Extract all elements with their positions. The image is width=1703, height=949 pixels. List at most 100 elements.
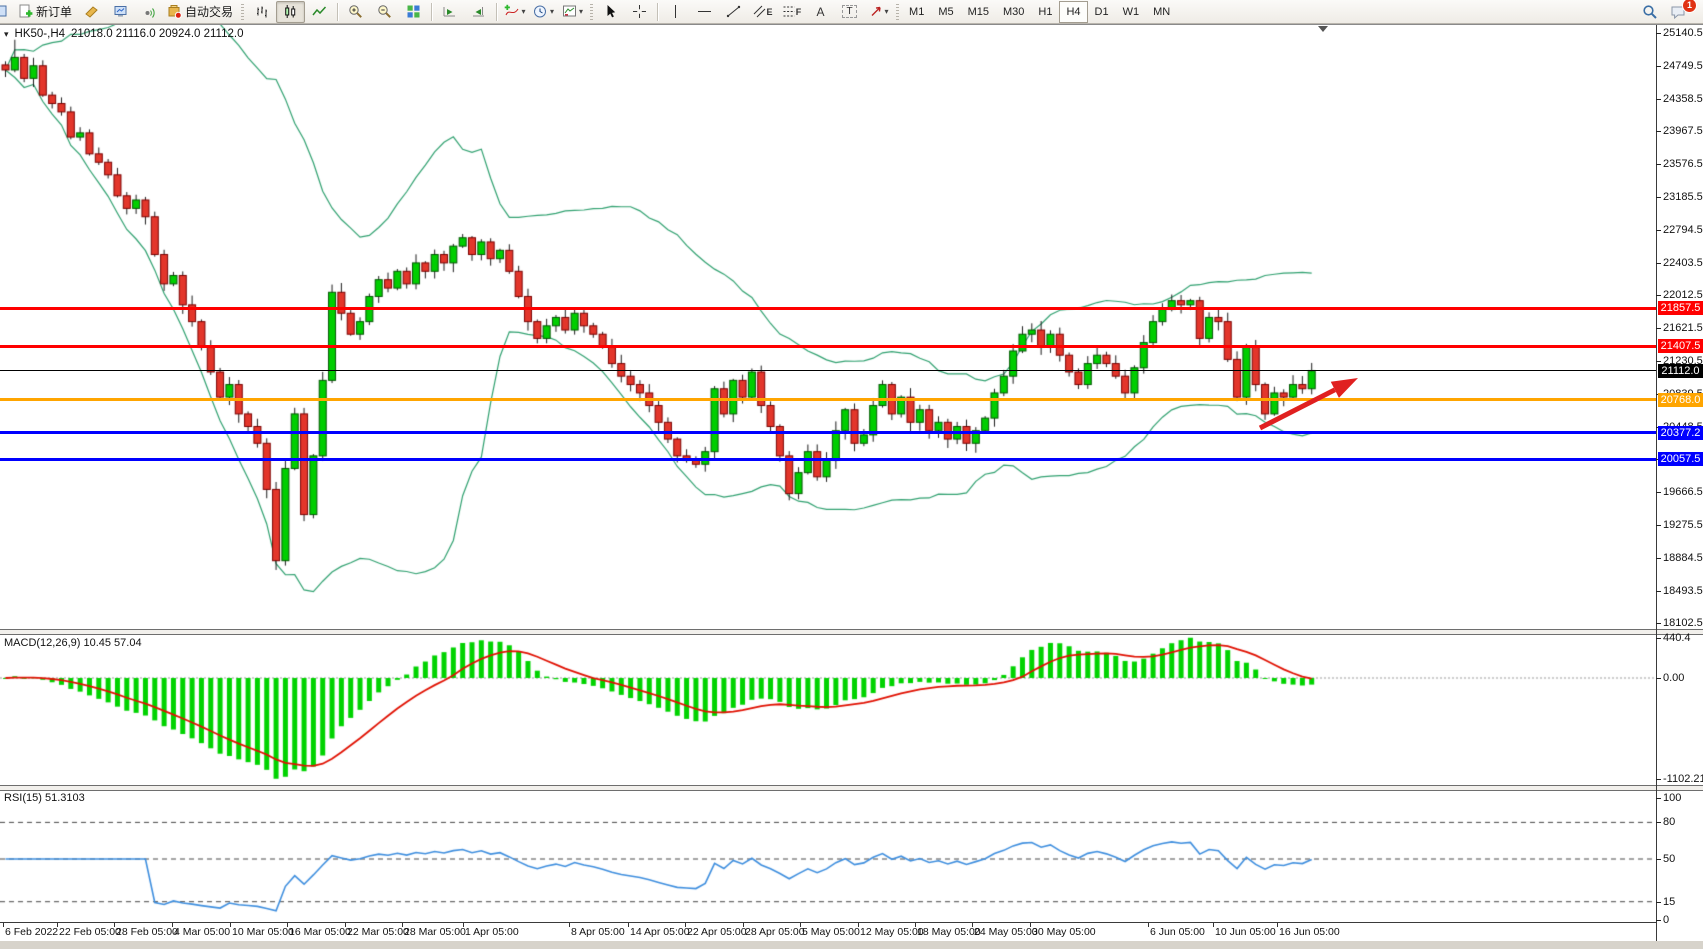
time-tick-label: 28 Mar 05:00 xyxy=(404,926,466,938)
trendline-button[interactable] xyxy=(719,1,748,23)
timeframe-button-m5[interactable]: M5 xyxy=(938,5,954,18)
time-tick xyxy=(858,923,859,927)
pivot-line[interactable] xyxy=(0,398,1656,402)
current-price-line[interactable] xyxy=(0,370,1656,372)
timeframe-group: M1 M5 M15 M30 H1 H4 D1 W1 MN xyxy=(902,0,1177,23)
one-click-trading-toggle[interactable]: ▾ xyxy=(4,28,9,39)
notifications-button[interactable]: 1 xyxy=(1664,0,1697,23)
pane-separator[interactable] xyxy=(0,785,1703,791)
timeframe-button-mn[interactable]: MN xyxy=(1153,5,1171,18)
vertical-line-icon xyxy=(675,5,677,18)
macd-tick-label: -1102.21 xyxy=(1663,772,1703,785)
indicators-dropdown-caret[interactable]: ▾ xyxy=(521,7,526,16)
trend-arrow-annotation[interactable] xyxy=(1246,364,1372,442)
rsi-tick xyxy=(1656,859,1661,860)
symbol-info-line: ▾ HK50-,H4 21018.0 21116.0 20924.0 21112… xyxy=(4,28,243,40)
time-tick xyxy=(3,923,4,927)
price-tick xyxy=(1656,590,1661,592)
auto-scroll-icon xyxy=(443,7,456,17)
chart-shift-button[interactable] xyxy=(464,1,493,23)
price-tick-label: 21621.5 xyxy=(1663,322,1703,335)
templates-button[interactable]: ▾ xyxy=(558,1,587,23)
tile-windows-button[interactable] xyxy=(399,1,428,23)
pane-separator[interactable] xyxy=(0,629,1703,635)
metaeditor-button[interactable] xyxy=(77,1,106,23)
crosshair-button[interactable] xyxy=(625,1,654,23)
indicators-icon xyxy=(504,4,518,16)
time-tick-label: 1 Apr 05:00 xyxy=(465,926,519,938)
rsi-tick-label: 0 xyxy=(1663,914,1670,926)
price-tick-label: 23967.5 xyxy=(1663,125,1703,138)
autotrading-button[interactable]: 自动交易 xyxy=(164,1,238,23)
indicators-button[interactable]: ▾ xyxy=(500,1,529,23)
timeframe-button-m15[interactable]: M15 xyxy=(967,5,989,18)
price-tick-label: 19666.5 xyxy=(1663,486,1703,499)
templates-dropdown-caret[interactable]: ▾ xyxy=(579,7,584,16)
text-label-button[interactable]: T xyxy=(835,1,864,23)
price-tick xyxy=(1656,262,1661,264)
timeframe-button-w1[interactable]: W1 xyxy=(1122,5,1140,18)
cursor-button[interactable] xyxy=(596,1,625,23)
timeframe-button-d1[interactable]: D1 xyxy=(1094,5,1109,18)
vertical-line-button[interactable] xyxy=(661,1,690,23)
time-tick-label: 6 Jun 05:00 xyxy=(1150,926,1205,938)
price-tick xyxy=(1656,229,1661,231)
crayon-icon xyxy=(85,6,98,18)
time-tick-label: 12 May 05:00 xyxy=(860,926,924,938)
price-tick-label: 22403.5 xyxy=(1663,256,1703,269)
rsi-tick xyxy=(1656,798,1661,799)
monitor-chart-icon xyxy=(114,6,127,17)
new-order-icon xyxy=(19,4,33,18)
equidistant-channel-button[interactable]: E xyxy=(748,1,777,23)
periods-dropdown-caret[interactable]: ▾ xyxy=(550,7,555,16)
timeframe-button-h4[interactable]: H4 xyxy=(1059,0,1088,23)
new-chart-button[interactable] xyxy=(0,1,15,23)
periods-button[interactable]: ▾ xyxy=(529,1,558,23)
line-chart-button[interactable] xyxy=(305,1,334,23)
arrows-button[interactable]: ▾ xyxy=(864,1,893,23)
time-tick-label: 22 Feb 05:00 xyxy=(59,926,121,938)
time-tick xyxy=(114,923,115,927)
time-tick-label: 6 Feb 2022 xyxy=(5,926,59,938)
time-tick-label: 22 Apr 05:00 xyxy=(687,926,747,938)
resistance-line-2[interactable] xyxy=(0,344,1656,348)
chart-window-border xyxy=(0,24,1703,25)
support-line-2[interactable] xyxy=(0,457,1656,461)
price-tick-label: 18884.5 xyxy=(1663,551,1703,564)
time-tick xyxy=(1148,923,1149,927)
rsi-pane-canvas[interactable] xyxy=(0,790,1656,922)
timeframe-button-h1[interactable]: H1 xyxy=(1038,5,1053,18)
timeframe-button-m1[interactable]: M1 xyxy=(909,5,925,18)
support-line-1[interactable] xyxy=(0,431,1656,435)
fibonacci-button[interactable]: F xyxy=(777,1,806,23)
zoom-in-button[interactable] xyxy=(341,1,370,23)
auto-scroll-button[interactable] xyxy=(435,1,464,23)
rsi-tick xyxy=(1656,920,1661,921)
time-tick xyxy=(230,923,231,927)
horizontal-line-icon xyxy=(698,11,712,12)
data-window-button[interactable] xyxy=(106,1,135,23)
chart-shift-marker[interactable] xyxy=(1318,26,1328,32)
trendline-icon xyxy=(726,5,741,18)
text-button[interactable]: A xyxy=(806,1,835,23)
time-tick-label: 5 May 05:00 xyxy=(802,926,860,938)
new-chart-icon xyxy=(0,5,7,17)
time-tick xyxy=(972,923,973,927)
time-tick-label: 4 Mar 05:00 xyxy=(174,926,231,938)
signals-button[interactable] xyxy=(135,1,164,23)
resistance-line-1[interactable] xyxy=(0,306,1656,310)
arrows-dropdown-caret[interactable]: ▾ xyxy=(884,7,889,16)
bar-chart-button[interactable] xyxy=(247,1,276,23)
time-tick xyxy=(172,923,173,927)
zoom-out-button[interactable] xyxy=(370,1,399,23)
horizontal-line-button[interactable] xyxy=(690,1,719,23)
rsi-tick-label: 80 xyxy=(1663,816,1676,829)
toolbar: 新订单 自动交易 xyxy=(0,0,1703,24)
candlestick-chart-button[interactable] xyxy=(276,0,306,23)
search-button[interactable] xyxy=(1635,1,1664,23)
line-chart-icon xyxy=(312,6,327,16)
main-price-chart-canvas[interactable] xyxy=(0,25,1656,630)
new-order-button[interactable]: 新订单 xyxy=(15,1,77,23)
timeframe-button-m30[interactable]: M30 xyxy=(1003,5,1025,18)
macd-pane-canvas[interactable] xyxy=(0,634,1656,785)
